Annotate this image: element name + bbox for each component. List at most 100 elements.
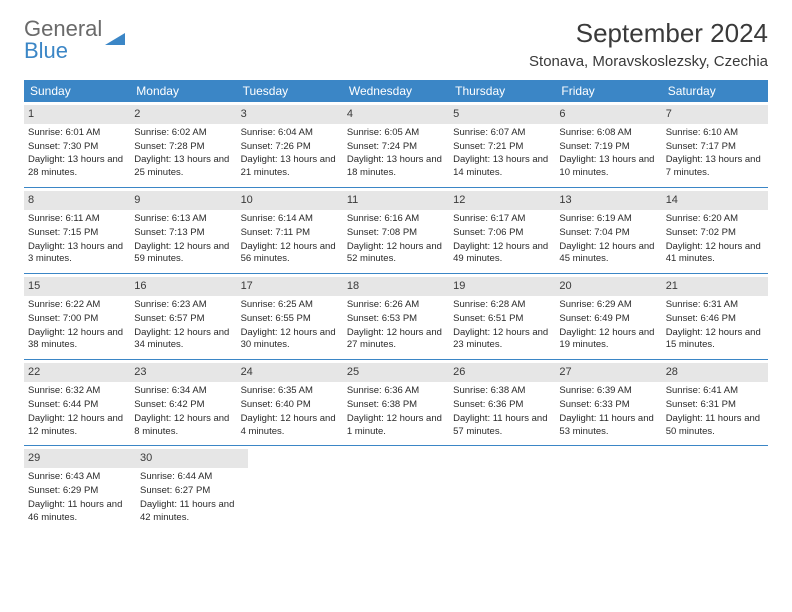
day-cell: 7 Sunrise: 6:10 AMSunset: 7:17 PMDaylight… [662,102,768,187]
sunset-line: Sunset: 7:21 PM [453,141,551,154]
day-cell: 28Sunrise: 6:41 AMSunset: 6:31 PMDayligh… [662,360,768,445]
day-cell: 30Sunrise: 6:44 AMSunset: 6:27 PMDayligh… [136,446,248,531]
daylight-line: Daylight: 12 hours and 41 minutes. [666,241,764,267]
daylight-line: Daylight: 12 hours and 1 minute. [347,413,445,439]
day-cell: 2Sunrise: 6:02 AMSunset: 7:28 PMDaylight… [130,102,236,187]
day-number: 20 [555,277,661,296]
sunset-line: Sunset: 7:17 PM [666,141,764,154]
sunset-line: Sunset: 7:02 PM [666,227,764,240]
sunset-line: Sunset: 7:15 PM [28,227,126,240]
day-cell: 6Sunrise: 6:08 AMSunset: 7:19 PMDaylight… [555,102,661,187]
sunrise-line: Sunrise: 6:01 AM [28,127,126,140]
day-cell: 13Sunrise: 6:19 AMSunset: 7:04 PMDayligh… [555,188,661,273]
day-cell: 18Sunrise: 6:26 AMSunset: 6:53 PMDayligh… [343,274,449,359]
day-number: 21 [662,277,768,296]
sunset-line: Sunset: 6:55 PM [241,313,339,326]
day-number: 27 [555,363,661,382]
day-number: 12 [449,191,555,210]
daylight-line: Daylight: 12 hours and 34 minutes. [134,327,232,353]
daylight-line: Daylight: 11 hours and 42 minutes. [140,499,244,525]
day-cell: 21Sunrise: 6:31 AMSunset: 6:46 PMDayligh… [662,274,768,359]
day-cell: 29Sunrise: 6:43 AMSunset: 6:29 PMDayligh… [24,446,136,531]
sunset-line: Sunset: 6:31 PM [666,399,764,412]
day-number: 2 [130,105,236,124]
daylight-line: Daylight: 13 hours and 28 minutes. [28,154,126,180]
day-cell: 8Sunrise: 6:11 AMSunset: 7:15 PMDaylight… [24,188,130,273]
header-row: General Blue September 2024 Stonava, Mor… [24,18,768,70]
day-number: 7 [662,105,768,124]
daylight-line: Daylight: 11 hours and 57 minutes. [453,413,551,439]
day-cell: 1Sunrise: 6:01 AMSunset: 7:30 PMDaylight… [24,102,130,187]
day-number: 1 [24,105,130,124]
week-row: 8Sunrise: 6:11 AMSunset: 7:15 PMDaylight… [24,188,768,274]
daylight-line: Daylight: 12 hours and 45 minutes. [559,241,657,267]
sunrise-line: Sunrise: 6:19 AM [559,213,657,226]
sunset-line: Sunset: 6:57 PM [134,313,232,326]
day-cell: 11Sunrise: 6:16 AMSunset: 7:08 PMDayligh… [343,188,449,273]
daylight-line: Daylight: 12 hours and 8 minutes. [134,413,232,439]
empty-day-cell [664,446,768,531]
day-number: 3 [237,105,343,124]
sunrise-line: Sunrise: 6:28 AM [453,299,551,312]
sunset-line: Sunset: 6:40 PM [241,399,339,412]
day-number: 19 [449,277,555,296]
day-cell: 3Sunrise: 6:04 AMSunset: 7:26 PMDaylight… [237,102,343,187]
sunset-line: Sunset: 7:08 PM [347,227,445,240]
sunrise-line: Sunrise: 6:05 AM [347,127,445,140]
day-number: 15 [24,277,130,296]
daylight-line: Daylight: 11 hours and 46 minutes. [28,499,132,525]
daylight-line: Daylight: 12 hours and 38 minutes. [28,327,126,353]
sunset-line: Sunset: 6:49 PM [559,313,657,326]
week-row: 15Sunrise: 6:22 AMSunset: 7:00 PMDayligh… [24,274,768,360]
sunset-line: Sunset: 6:36 PM [453,399,551,412]
daylight-line: Daylight: 12 hours and 56 minutes. [241,241,339,267]
daylight-line: Daylight: 12 hours and 19 minutes. [559,327,657,353]
month-title: September 2024 [529,18,768,49]
sunset-line: Sunset: 6:53 PM [347,313,445,326]
sunrise-line: Sunrise: 6:34 AM [134,385,232,398]
empty-day-cell [352,446,456,531]
weekday-header: Friday [555,80,661,102]
day-cell: 25Sunrise: 6:36 AMSunset: 6:38 PMDayligh… [343,360,449,445]
sunrise-line: Sunrise: 6:25 AM [241,299,339,312]
logo-triangle-icon [105,29,125,51]
week-row: 29Sunrise: 6:43 AMSunset: 6:29 PMDayligh… [24,446,768,531]
daylight-line: Daylight: 12 hours and 23 minutes. [453,327,551,353]
daylight-line: Daylight: 11 hours and 53 minutes. [559,413,657,439]
empty-day-cell [248,446,352,531]
logo-text: General Blue [24,18,102,62]
sunrise-line: Sunrise: 6:31 AM [666,299,764,312]
sunrise-line: Sunrise: 6:23 AM [134,299,232,312]
sunrise-line: Sunrise: 6:38 AM [453,385,551,398]
day-cell: 23Sunrise: 6:34 AMSunset: 6:42 PMDayligh… [130,360,236,445]
day-cell: 26Sunrise: 6:38 AMSunset: 6:36 PMDayligh… [449,360,555,445]
daylight-line: Daylight: 13 hours and 21 minutes. [241,154,339,180]
sunrise-line: Sunrise: 6:08 AM [559,127,657,140]
sunrise-line: Sunrise: 6:10 AM [666,127,764,140]
sunrise-line: Sunrise: 6:11 AM [28,213,126,226]
day-cell: 16 Sunrise: 6:23 AMSunset: 6:57 PMDayligh… [130,274,236,359]
daylight-line: Daylight: 12 hours and 49 minutes. [453,241,551,267]
day-number: 23 [130,363,236,382]
sunset-line: Sunset: 7:11 PM [241,227,339,240]
sunrise-line: Sunrise: 6:29 AM [559,299,657,312]
day-number: 28 [662,363,768,382]
sunset-line: Sunset: 7:28 PM [134,141,232,154]
day-number: 17 [237,277,343,296]
sunset-line: Sunset: 7:04 PM [559,227,657,240]
day-number: 25 [343,363,449,382]
week-row: 1Sunrise: 6:01 AMSunset: 7:30 PMDaylight… [24,102,768,188]
day-number: 16 [130,277,236,296]
daylight-line: Daylight: 13 hours and 14 minutes. [453,154,551,180]
sunrise-line: Sunrise: 6:22 AM [28,299,126,312]
weeks-container: 1Sunrise: 6:01 AMSunset: 7:30 PMDaylight… [24,102,768,531]
daylight-line: Daylight: 13 hours and 7 minutes. [666,154,764,180]
calendar-page: General Blue September 2024 Stonava, Mor… [0,0,792,549]
day-cell: 4Sunrise: 6:05 AMSunset: 7:24 PMDaylight… [343,102,449,187]
sunrise-line: Sunrise: 6:07 AM [453,127,551,140]
sunset-line: Sunset: 6:27 PM [140,485,244,498]
daylight-line: Daylight: 12 hours and 59 minutes. [134,241,232,267]
sunset-line: Sunset: 6:38 PM [347,399,445,412]
day-cell: 20 Sunrise: 6:29 AMSunset: 6:49 PMDayligh… [555,274,661,359]
day-cell: 5Sunrise: 6:07 AMSunset: 7:21 PMDaylight… [449,102,555,187]
